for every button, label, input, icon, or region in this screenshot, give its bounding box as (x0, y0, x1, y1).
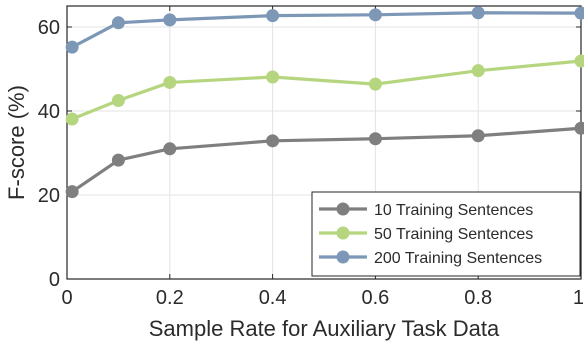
x-tick-label: 0.6 (361, 287, 389, 309)
y-tick-label: 0 (49, 269, 60, 291)
legend-label: 50 Training Sentences (374, 226, 533, 243)
data-point (575, 55, 584, 68)
x-tick-label: 0.4 (259, 287, 287, 309)
x-tick-label: 0.2 (156, 287, 184, 309)
data-point (266, 134, 279, 147)
data-point (369, 132, 382, 145)
legend-swatch-marker (337, 251, 350, 264)
series-line (72, 128, 581, 191)
data-point (575, 7, 584, 20)
data-point (266, 9, 279, 22)
series-group (66, 55, 584, 126)
series-line (72, 61, 581, 119)
series-group (66, 122, 584, 198)
series-group (66, 6, 584, 53)
data-point (66, 185, 79, 198)
data-point (163, 76, 176, 89)
legend-label: 10 Training Sentences (374, 202, 533, 219)
series-layer (66, 6, 584, 198)
data-point (66, 41, 79, 54)
legend: 10 Training Sentences 50 Training Sentenc… (312, 192, 580, 276)
data-point (112, 16, 125, 29)
data-point (66, 112, 79, 125)
data-point (163, 13, 176, 26)
data-point (575, 122, 584, 135)
legend-swatch-marker (337, 203, 350, 216)
y-tick-label: 20 (38, 185, 60, 207)
data-point (112, 94, 125, 107)
legend-label: 200 Training Sentences (374, 250, 542, 267)
x-tick-label: 0 (61, 287, 72, 309)
x-tick-label: 1 (573, 287, 584, 309)
x-tick-label: 0.8 (464, 287, 492, 309)
data-point (163, 142, 176, 155)
y-tick-label: 60 (38, 17, 60, 39)
data-point (266, 70, 279, 83)
data-point (112, 154, 125, 167)
data-point (472, 64, 485, 77)
data-point (472, 6, 485, 19)
y-tick-label: 40 (38, 101, 60, 123)
legend-swatch-marker (337, 227, 350, 240)
x-axis-title: Sample Rate for Auxiliary Task Data (149, 316, 500, 341)
series-line (72, 13, 581, 47)
data-point (369, 8, 382, 21)
y-axis-title: F-score (%) (4, 85, 29, 200)
data-point (369, 78, 382, 91)
data-point (472, 129, 485, 142)
